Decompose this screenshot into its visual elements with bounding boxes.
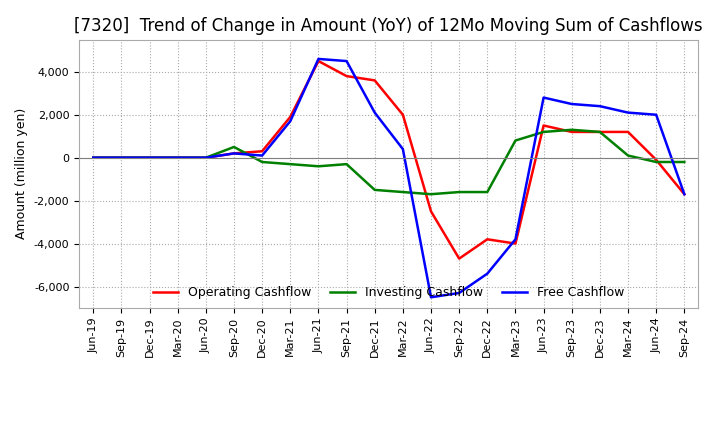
Investing Cashflow xyxy=(89,155,98,160)
Legend: Operating Cashflow, Investing Cashflow, Free Cashflow: Operating Cashflow, Investing Cashflow, … xyxy=(148,282,629,304)
Investing Cashflow xyxy=(427,191,436,197)
Free Cashflow xyxy=(202,155,210,160)
Operating Cashflow xyxy=(342,73,351,79)
Free Cashflow xyxy=(117,155,126,160)
Operating Cashflow xyxy=(370,78,379,83)
Operating Cashflow xyxy=(567,129,576,135)
Operating Cashflow xyxy=(89,155,98,160)
Investing Cashflow xyxy=(511,138,520,143)
Operating Cashflow xyxy=(117,155,126,160)
Investing Cashflow xyxy=(258,159,266,165)
Free Cashflow xyxy=(230,151,238,156)
Free Cashflow xyxy=(145,155,154,160)
Free Cashflow xyxy=(652,112,660,117)
Free Cashflow xyxy=(455,290,464,296)
Operating Cashflow xyxy=(202,155,210,160)
Free Cashflow xyxy=(314,56,323,62)
Operating Cashflow xyxy=(174,155,182,160)
Free Cashflow xyxy=(342,59,351,64)
Operating Cashflow xyxy=(595,129,604,135)
Free Cashflow xyxy=(370,110,379,115)
Investing Cashflow xyxy=(567,127,576,132)
Operating Cashflow xyxy=(286,114,294,120)
Investing Cashflow xyxy=(286,161,294,167)
Free Cashflow xyxy=(427,295,436,300)
Free Cashflow xyxy=(286,118,294,124)
Investing Cashflow xyxy=(145,155,154,160)
Investing Cashflow xyxy=(680,159,688,165)
Line: Free Cashflow: Free Cashflow xyxy=(94,59,684,297)
Operating Cashflow xyxy=(624,129,632,135)
Line: Operating Cashflow: Operating Cashflow xyxy=(94,61,684,259)
Operating Cashflow xyxy=(511,241,520,246)
Free Cashflow xyxy=(258,153,266,158)
Operating Cashflow xyxy=(230,151,238,156)
Investing Cashflow xyxy=(202,155,210,160)
Investing Cashflow xyxy=(174,155,182,160)
Investing Cashflow xyxy=(455,189,464,194)
Operating Cashflow xyxy=(483,237,492,242)
Operating Cashflow xyxy=(455,256,464,261)
Free Cashflow xyxy=(399,147,408,152)
Operating Cashflow xyxy=(399,112,408,117)
Investing Cashflow xyxy=(483,189,492,194)
Investing Cashflow xyxy=(595,129,604,135)
Investing Cashflow xyxy=(652,159,660,165)
Title: [7320]  Trend of Change in Amount (YoY) of 12Mo Moving Sum of Cashflows: [7320] Trend of Change in Amount (YoY) o… xyxy=(74,17,703,35)
Line: Investing Cashflow: Investing Cashflow xyxy=(94,130,684,194)
Operating Cashflow xyxy=(427,209,436,214)
Investing Cashflow xyxy=(539,129,548,135)
Free Cashflow xyxy=(539,95,548,100)
Free Cashflow xyxy=(567,101,576,106)
Investing Cashflow xyxy=(117,155,126,160)
Free Cashflow xyxy=(680,191,688,197)
Free Cashflow xyxy=(624,110,632,115)
Free Cashflow xyxy=(511,237,520,242)
Investing Cashflow xyxy=(370,187,379,193)
Investing Cashflow xyxy=(624,153,632,158)
Investing Cashflow xyxy=(230,144,238,150)
Operating Cashflow xyxy=(539,123,548,128)
Operating Cashflow xyxy=(258,149,266,154)
Operating Cashflow xyxy=(680,191,688,197)
Free Cashflow xyxy=(89,155,98,160)
Y-axis label: Amount (million yen): Amount (million yen) xyxy=(15,108,28,239)
Free Cashflow xyxy=(483,271,492,276)
Operating Cashflow xyxy=(314,59,323,64)
Free Cashflow xyxy=(595,103,604,109)
Investing Cashflow xyxy=(399,189,408,194)
Investing Cashflow xyxy=(342,161,351,167)
Operating Cashflow xyxy=(145,155,154,160)
Operating Cashflow xyxy=(652,157,660,162)
Free Cashflow xyxy=(174,155,182,160)
Investing Cashflow xyxy=(314,164,323,169)
